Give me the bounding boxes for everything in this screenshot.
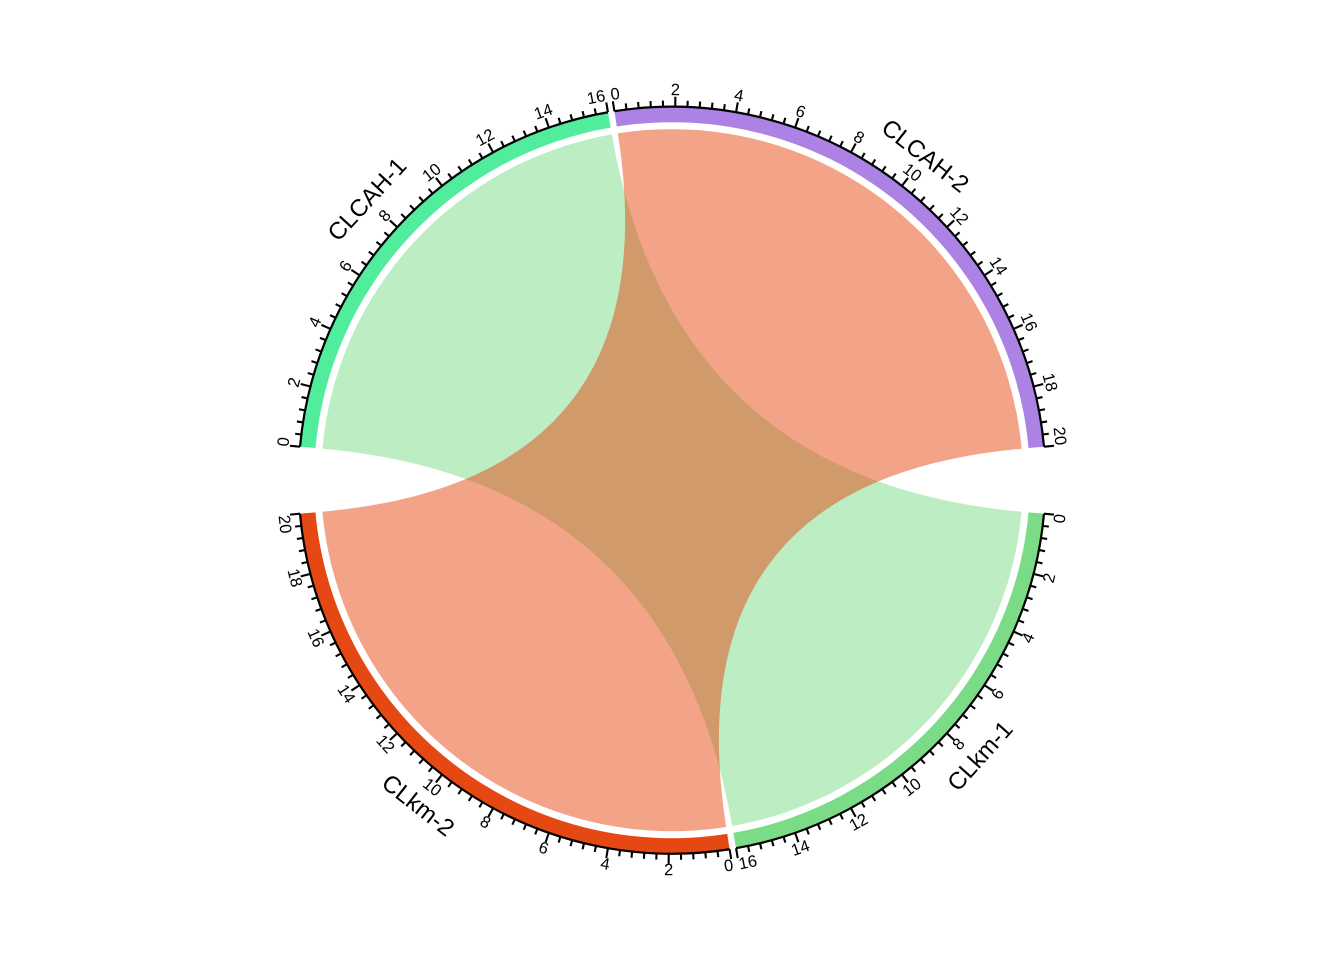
svg-text:2: 2 <box>285 376 305 389</box>
svg-text:14: 14 <box>789 837 812 860</box>
svg-text:0: 0 <box>274 436 293 447</box>
svg-text:20: 20 <box>275 514 295 534</box>
svg-text:20: 20 <box>1050 426 1070 446</box>
svg-text:16: 16 <box>303 626 327 650</box>
svg-text:0: 0 <box>1051 513 1070 524</box>
svg-text:16: 16 <box>585 87 607 108</box>
svg-text:0: 0 <box>609 85 621 104</box>
svg-text:18: 18 <box>1039 371 1061 393</box>
svg-text:2: 2 <box>671 81 680 99</box>
svg-text:4: 4 <box>733 86 745 105</box>
svg-text:18: 18 <box>283 567 305 589</box>
svg-text:14: 14 <box>532 100 555 123</box>
svg-text:2: 2 <box>1040 571 1060 584</box>
svg-text:4: 4 <box>599 855 611 874</box>
svg-text:16: 16 <box>1017 310 1041 334</box>
svg-text:2: 2 <box>664 861 673 879</box>
svg-text:16: 16 <box>737 852 759 873</box>
svg-text:0: 0 <box>723 856 735 875</box>
